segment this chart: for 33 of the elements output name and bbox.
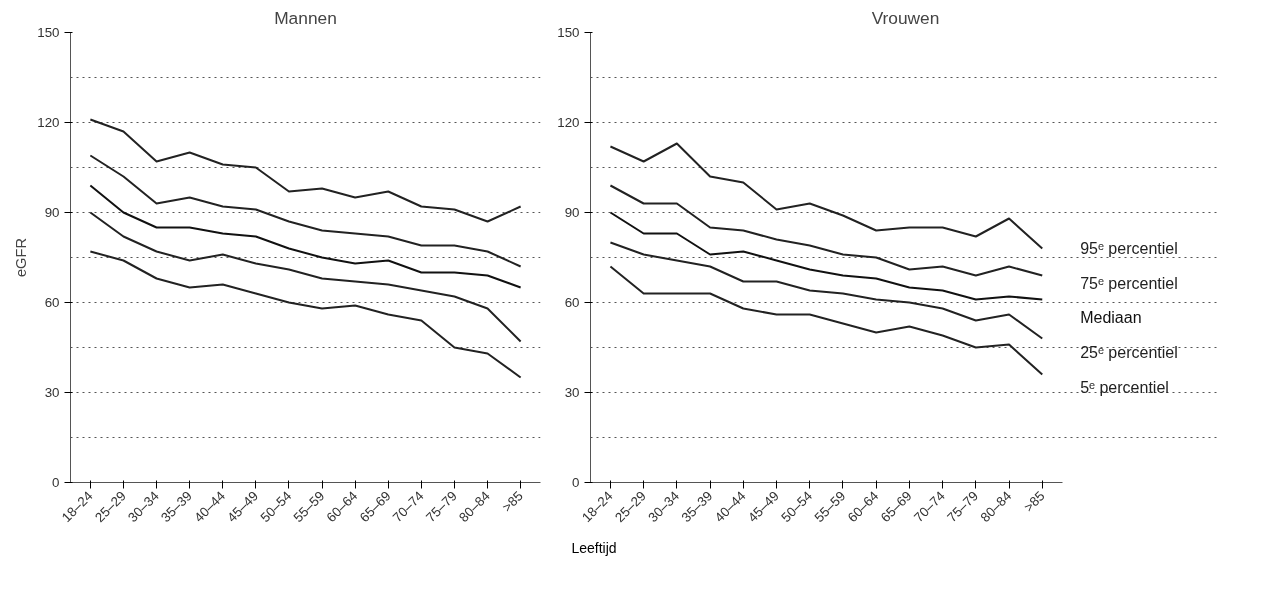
y-tick-label: 150 <box>557 25 580 40</box>
line-series <box>609 211 1044 301</box>
line-series <box>89 211 522 343</box>
line-series <box>89 250 522 379</box>
text: Mediaan <box>1080 309 1142 327</box>
y-tick-label: 30 <box>44 385 60 400</box>
line-series <box>609 241 1044 340</box>
y-tick-label: 0 <box>52 475 60 490</box>
x-axis-title: Leeftijd <box>571 539 617 558</box>
line-series <box>89 118 522 223</box>
y-tick-label: 60 <box>44 295 60 310</box>
line-series <box>89 184 522 289</box>
line-series <box>609 265 1044 376</box>
chart-title: Vrouwen <box>871 7 940 28</box>
line-series <box>89 154 522 268</box>
y-tick-label: 0 <box>572 475 580 490</box>
line-series <box>609 184 1044 277</box>
y-tick-label: 30 <box>564 385 580 400</box>
y-axis-title: eGFR <box>13 237 30 278</box>
text: 5ᵉ percentiel <box>1080 378 1169 396</box>
x-tick-label: >85 <box>1020 488 1048 515</box>
x-tick-label: >85 <box>499 488 526 515</box>
line-series <box>609 142 1044 250</box>
y-tick-label: 120 <box>37 115 60 130</box>
text: 25ᵉ percentiel <box>1080 343 1178 361</box>
y-tick-label: 90 <box>44 205 60 220</box>
text: 75ᵉ percentiel <box>1080 274 1178 292</box>
text: 95ᵉ percentiel <box>1080 240 1178 257</box>
y-tick-label: 60 <box>564 295 580 310</box>
y-tick-label: 120 <box>557 115 580 130</box>
y-tick-label: 150 <box>37 25 60 40</box>
y-tick-label: 90 <box>564 205 580 220</box>
chart-title: Mannen <box>274 7 337 28</box>
